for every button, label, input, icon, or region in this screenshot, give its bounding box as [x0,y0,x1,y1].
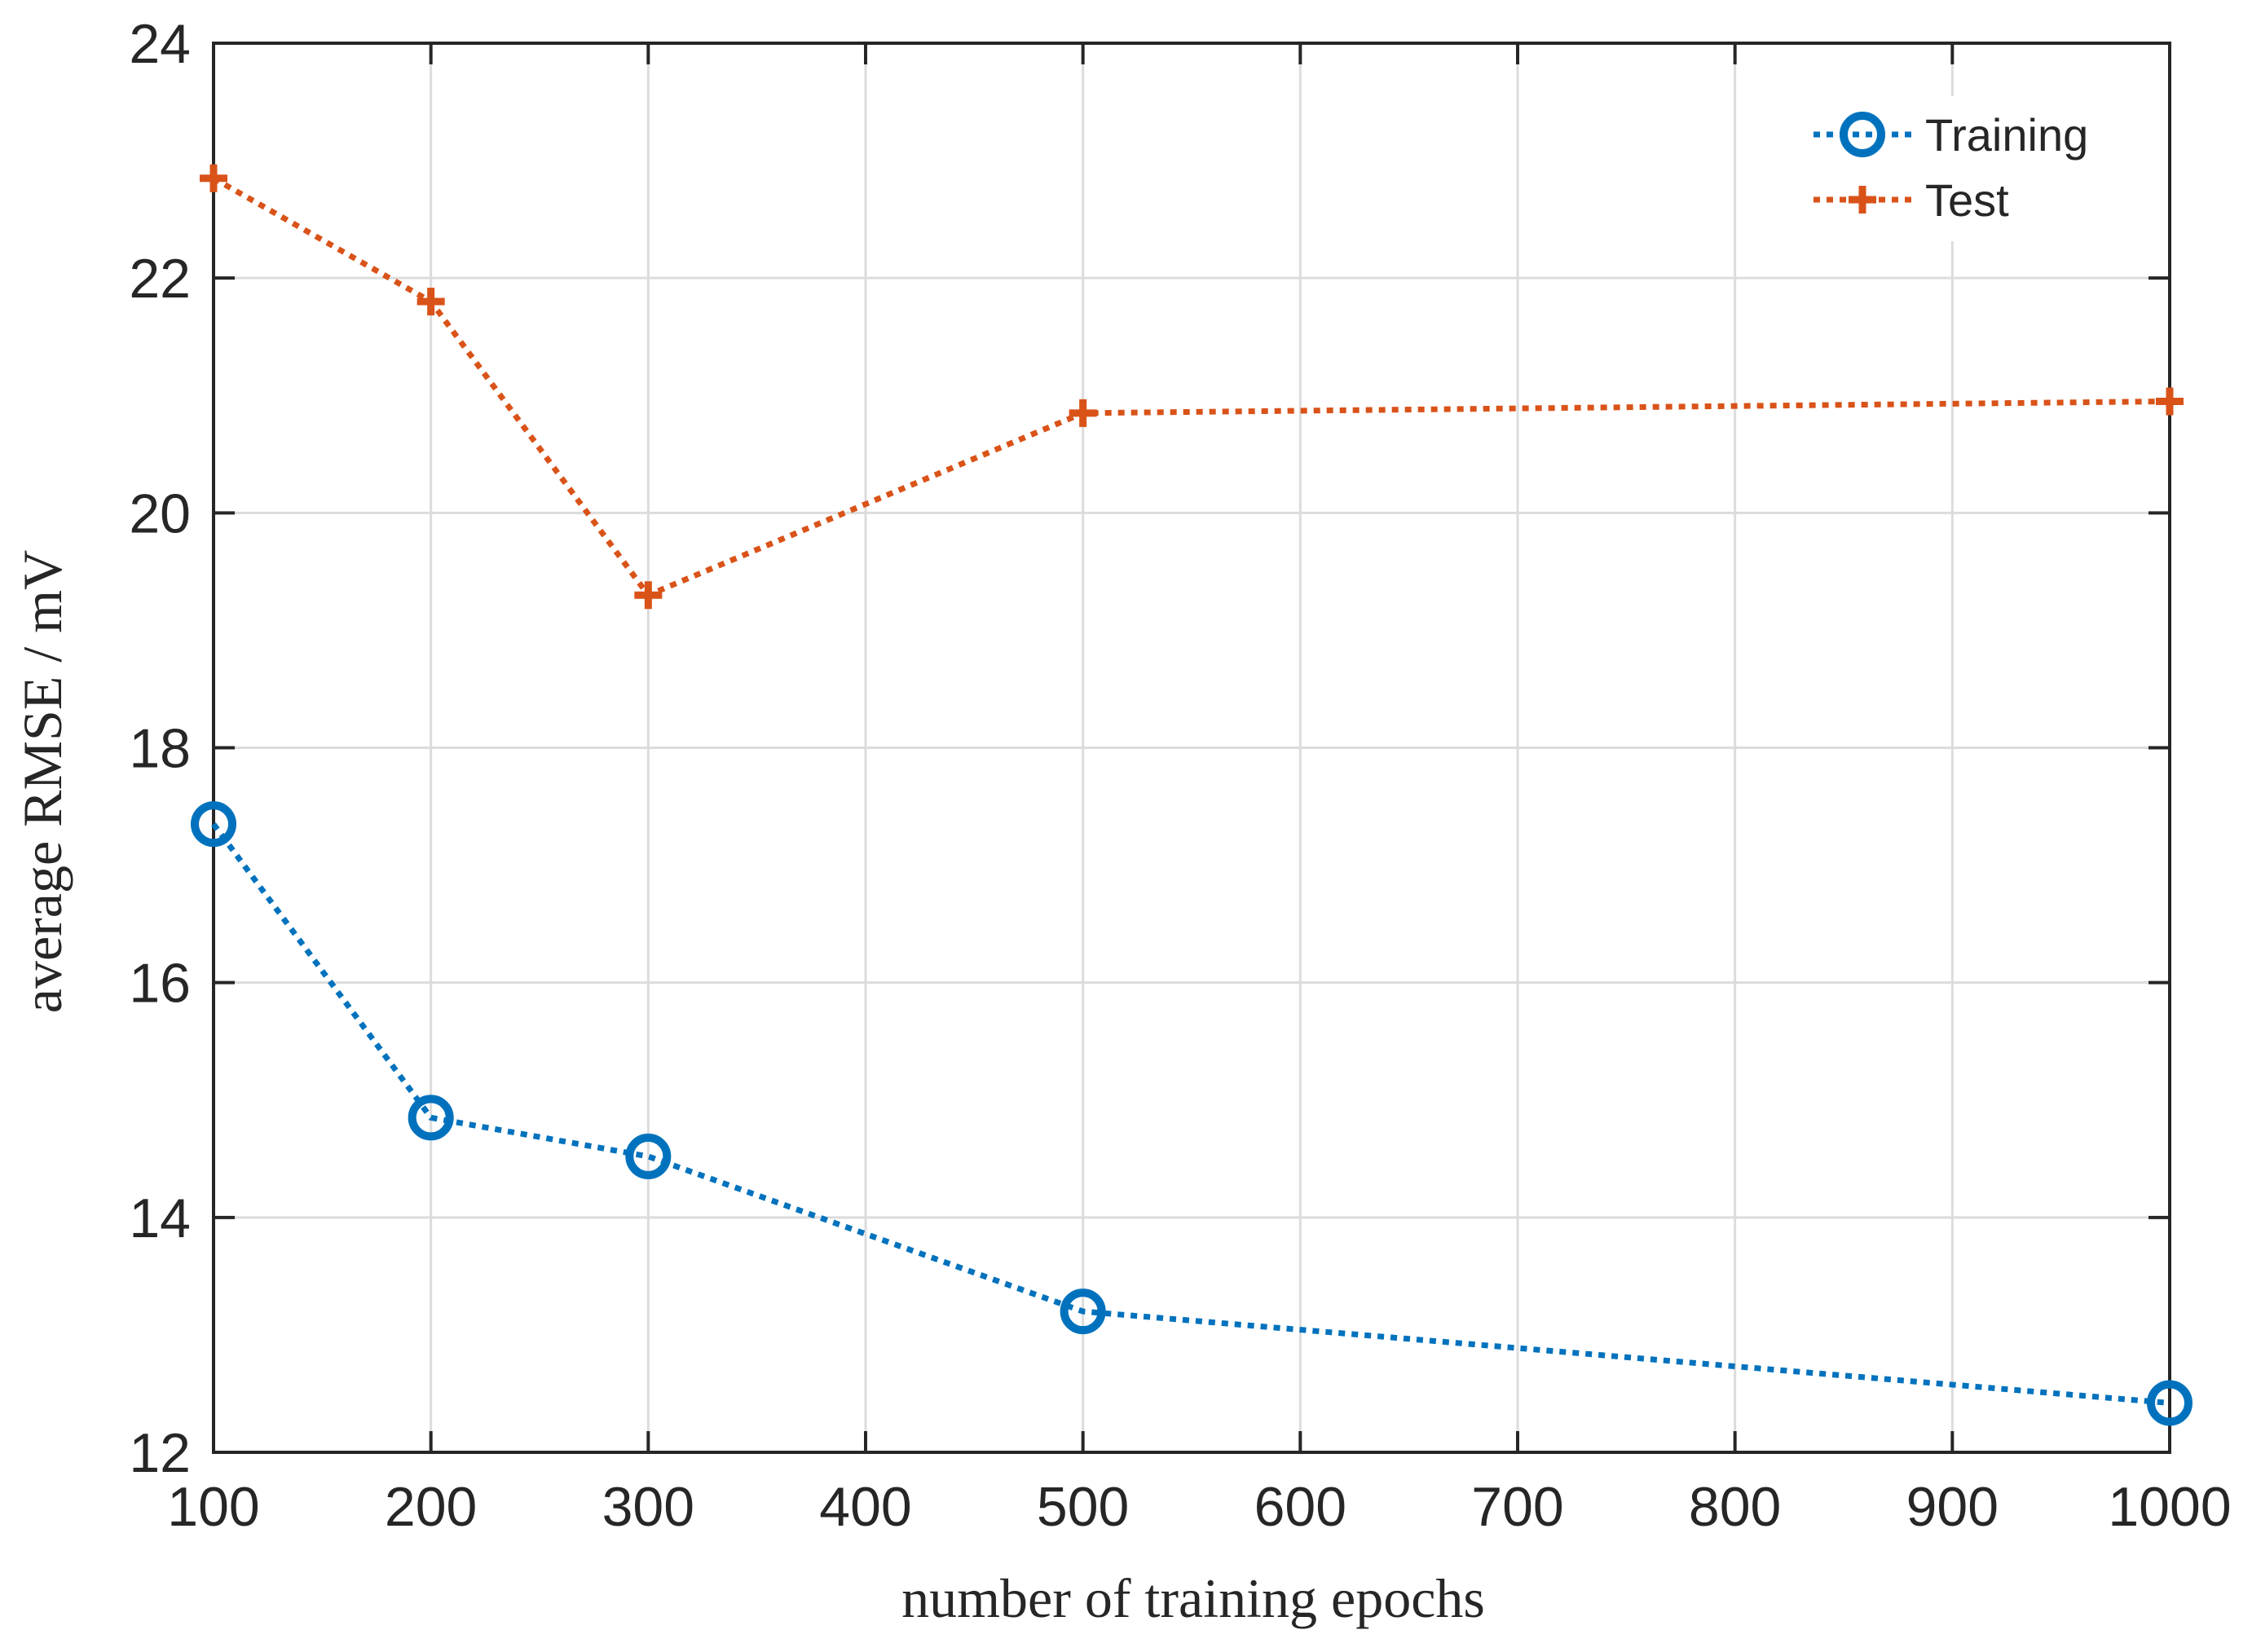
y-axis-title: average RMSE / mV [11,550,73,1013]
x-tick-label: 500 [1037,1476,1129,1538]
x-tick-label: 300 [602,1476,694,1538]
data-point-test [2156,387,2184,416]
data-point-training [191,801,236,848]
x-tick-label: 700 [1471,1476,1563,1538]
legend: Training Test [1801,96,2111,241]
legend-test-marker [1849,186,1876,214]
data-point-test [1069,399,1097,427]
y-tick-label: 22 [129,248,191,310]
data-point-test [200,164,227,192]
data-series [191,164,2193,1426]
x-tick-label: 400 [819,1476,911,1538]
data-point-test [634,581,663,610]
axes [212,42,2171,1454]
grid-lines [214,43,2170,1452]
y-tick-label: 20 [129,482,191,544]
y-tick-label: 24 [129,13,191,75]
series-line-training [211,822,2170,1406]
data-point-training [408,1095,454,1141]
legend-entry-training: Training [1813,109,2088,161]
data-point-training [1060,1289,1106,1335]
series-training [191,801,2193,1426]
x-tick-label: 1000 [2108,1476,2231,1538]
data-point-test [416,287,445,315]
data-point-training [625,1133,672,1179]
data-point-training [2147,1380,2193,1426]
y-tick-label: 14 [129,1187,191,1249]
legend-training-marker [1840,112,1885,157]
x-tick-label: 600 [1254,1476,1346,1538]
legend-test-label: Test [1925,174,2009,226]
y-tick-label: 16 [129,953,191,1015]
tick-labels: 100 200 300 400 500 600 700 800 900 1000 12 14 16 18 2… [129,13,2231,1538]
x-tick-label: 100 [167,1476,259,1538]
y-tick-label: 18 [129,718,191,780]
y-tick-label: 12 [129,1422,191,1484]
x-axis-title: number of training epochs [901,1567,1485,1629]
series-test [200,164,2184,610]
legend-entry-test: Test [1813,174,2009,226]
x-tick-label: 800 [1689,1476,1781,1538]
x-tick-label: 200 [385,1476,477,1538]
legend-training-label: Training [1925,109,2088,161]
x-tick-label: 900 [1906,1476,1999,1538]
